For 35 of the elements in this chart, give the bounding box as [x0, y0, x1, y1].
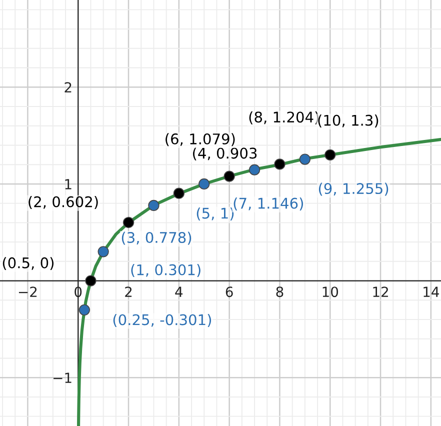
- point: [248, 164, 260, 176]
- annotation: (9, 1.255): [318, 182, 388, 196]
- y-tick-label: 1: [65, 179, 72, 190]
- x-tick-label: −2: [18, 286, 37, 297]
- point: [148, 200, 160, 212]
- y-tick-label: −1: [54, 372, 72, 383]
- annotation: (10, 1.3): [318, 114, 378, 128]
- x-tick-label: 10: [322, 286, 338, 298]
- x-tick-label: 6: [226, 286, 233, 298]
- y-tick-label: 2: [64, 82, 72, 92]
- annotation: (8, 1.204): [249, 111, 318, 124]
- point: [98, 246, 109, 258]
- annotation: (1, 0.301): [131, 264, 200, 278]
- x-tick-label: 12: [373, 286, 388, 297]
- annotation: (4, 0.903: [193, 147, 257, 160]
- annotation: (2, 0.602): [28, 196, 98, 209]
- point: [198, 178, 210, 190]
- point: [78, 304, 90, 316]
- annotation: (5, 1): [196, 207, 234, 220]
- x-tick-label: 8: [276, 286, 284, 298]
- annotation: (3, 0.778): [122, 232, 192, 245]
- point: [274, 158, 286, 170]
- point: [299, 154, 310, 165]
- x-tick-label: 2: [125, 286, 132, 297]
- point: [173, 188, 184, 199]
- annotation: (0.25, -0.301): [113, 314, 212, 327]
- x-tick-label: 14: [424, 286, 439, 297]
- annotation: (0.5, 0): [2, 257, 54, 270]
- annotation: (7, 1.146): [234, 198, 303, 210]
- point: [224, 170, 235, 182]
- x-tick-label: 4: [175, 286, 183, 297]
- annotation: (6, 1.079): [166, 133, 235, 146]
- point: [122, 216, 134, 228]
- point: [85, 275, 96, 286]
- point: [324, 149, 336, 160]
